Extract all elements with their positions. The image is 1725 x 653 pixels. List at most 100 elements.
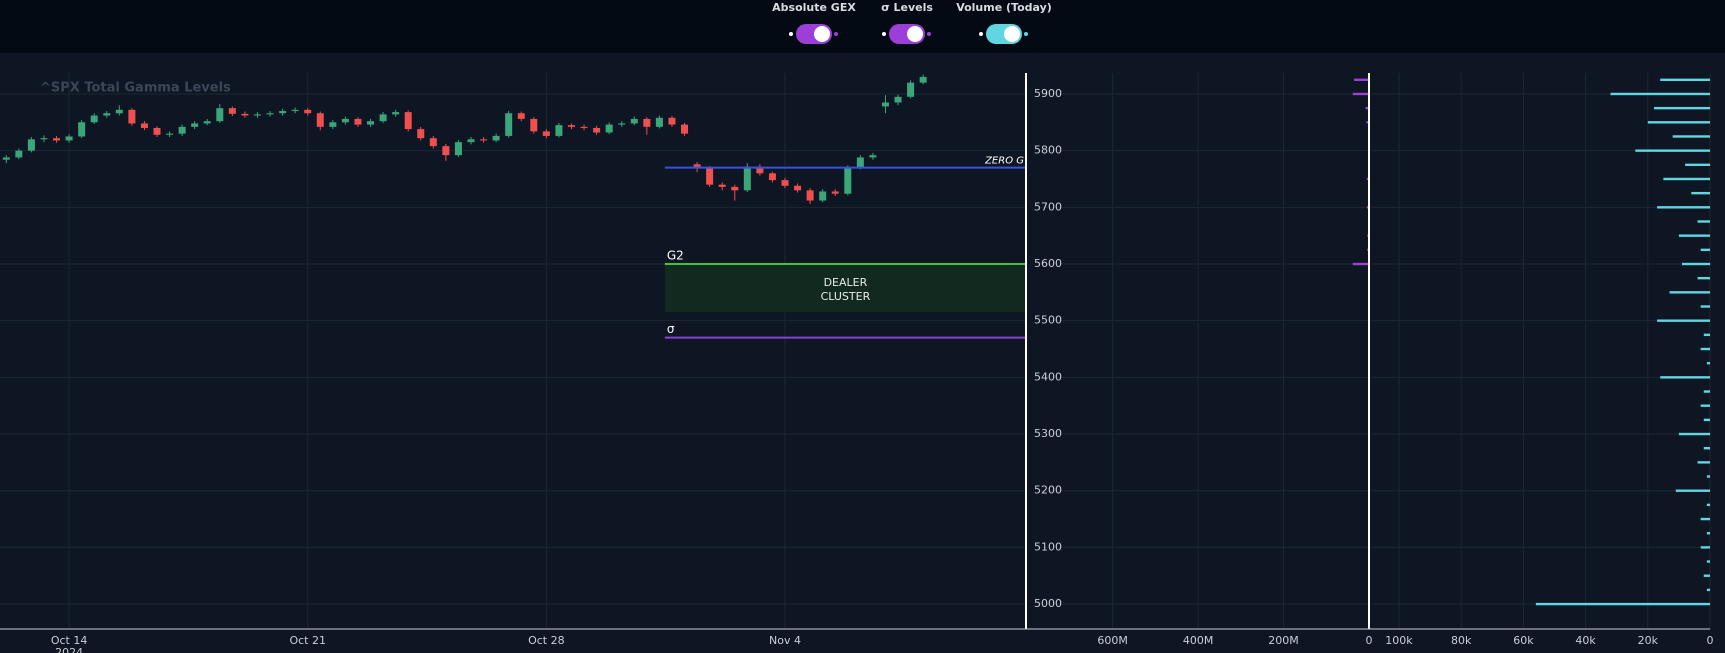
bar xyxy=(1654,106,1710,110)
bar xyxy=(1703,390,1710,393)
candle-body xyxy=(140,123,148,128)
y-tick-label: 5400 xyxy=(1034,370,1062,383)
candle-body xyxy=(643,118,651,127)
candle-body xyxy=(731,186,739,191)
candle-body xyxy=(567,125,575,127)
candle-body xyxy=(530,118,538,132)
x-tick-label: 200M xyxy=(1268,634,1299,647)
candle-body xyxy=(806,190,814,201)
bar xyxy=(1647,121,1710,124)
candle-body xyxy=(178,126,186,134)
bar xyxy=(1706,475,1710,478)
candle-body xyxy=(881,102,889,107)
candle-body xyxy=(27,139,35,151)
toggle[interactable]: σ Levels xyxy=(881,1,933,44)
candle-body xyxy=(65,136,73,141)
bar xyxy=(1663,177,1710,181)
bar xyxy=(1610,92,1710,96)
y-tick-label: 5300 xyxy=(1034,427,1062,440)
bar xyxy=(1706,532,1710,535)
bar xyxy=(1352,92,1369,96)
candle-body xyxy=(392,112,400,115)
candle-body xyxy=(115,109,123,114)
toggle-label: Absolute GEX xyxy=(772,1,856,14)
bar xyxy=(1697,220,1710,223)
bar xyxy=(1635,149,1710,152)
candle-body xyxy=(279,110,287,114)
candle-body xyxy=(668,117,676,125)
bar xyxy=(1703,447,1710,450)
toggle-knob xyxy=(907,26,923,42)
candle-body xyxy=(492,135,500,141)
x-tick-label: Nov 4 xyxy=(769,634,801,647)
toggle-label: σ Levels xyxy=(881,1,933,14)
chart-title: ^SPX Total Gamma Levels xyxy=(40,81,231,96)
candle-body xyxy=(505,113,513,136)
bar xyxy=(1657,206,1710,209)
bar xyxy=(1354,78,1369,82)
bar xyxy=(1697,461,1710,464)
level-label: G2 xyxy=(667,249,684,263)
x-tick-label: 60k xyxy=(1513,634,1534,647)
y-tick-label: 5000 xyxy=(1034,597,1062,610)
toggle-dot xyxy=(789,32,793,36)
candle-body xyxy=(2,157,10,160)
candle-body xyxy=(907,82,915,97)
x-tick-label: 600M xyxy=(1097,634,1128,647)
candle-body xyxy=(718,184,726,187)
bar xyxy=(1706,503,1710,507)
bar xyxy=(1660,376,1710,379)
toggle[interactable]: Volume (Today) xyxy=(956,1,1052,44)
candle-body xyxy=(706,167,714,185)
toggle[interactable]: Absolute GEX xyxy=(772,1,856,44)
dealer-cluster-label: CLUSTER xyxy=(821,290,871,303)
toggle-dot xyxy=(882,32,886,36)
bar xyxy=(1706,560,1710,563)
dealer-cluster xyxy=(664,264,1026,313)
bar xyxy=(1700,248,1710,252)
bar xyxy=(1660,78,1710,82)
x-tick-label: 20k xyxy=(1638,634,1659,647)
candle-body xyxy=(831,191,839,194)
candle-body xyxy=(442,146,450,156)
candle-body xyxy=(379,114,387,122)
candle-body xyxy=(844,167,852,194)
bar xyxy=(1685,163,1710,167)
top-bar xyxy=(0,0,1725,53)
bar xyxy=(1706,361,1710,365)
candle-body xyxy=(166,133,174,135)
candle-body xyxy=(329,122,337,127)
candle-body xyxy=(429,138,437,147)
bar xyxy=(1703,418,1710,422)
candle-body xyxy=(467,139,475,143)
candle-body xyxy=(743,166,751,191)
bar xyxy=(1691,191,1710,195)
y-tick-label: 5900 xyxy=(1034,87,1062,100)
x-tick-label: 40k xyxy=(1575,634,1596,647)
candle-body xyxy=(819,191,827,201)
x-tick-label: 80k xyxy=(1451,634,1472,647)
toggle-dot xyxy=(927,32,931,36)
y-tick-label: 5700 xyxy=(1034,200,1062,213)
bar xyxy=(1657,319,1710,322)
bar xyxy=(1700,546,1710,549)
candle-body xyxy=(367,121,375,125)
candle-body xyxy=(354,118,362,125)
candle-body xyxy=(103,113,111,116)
toggle-label: Volume (Today) xyxy=(956,1,1052,14)
x-tick-label: Oct 14 xyxy=(51,634,88,647)
level-label: σ xyxy=(667,322,675,336)
x-tick-label: 0 xyxy=(1366,634,1373,647)
candle-body xyxy=(894,96,902,103)
candle-body xyxy=(856,157,864,168)
candle-body xyxy=(78,122,86,137)
x-tick-label: Oct 21 xyxy=(289,634,326,647)
bar xyxy=(1703,574,1710,577)
candle-body xyxy=(768,173,776,181)
candle-body xyxy=(555,125,563,136)
candle-body xyxy=(794,185,802,191)
candle-body xyxy=(417,129,425,139)
